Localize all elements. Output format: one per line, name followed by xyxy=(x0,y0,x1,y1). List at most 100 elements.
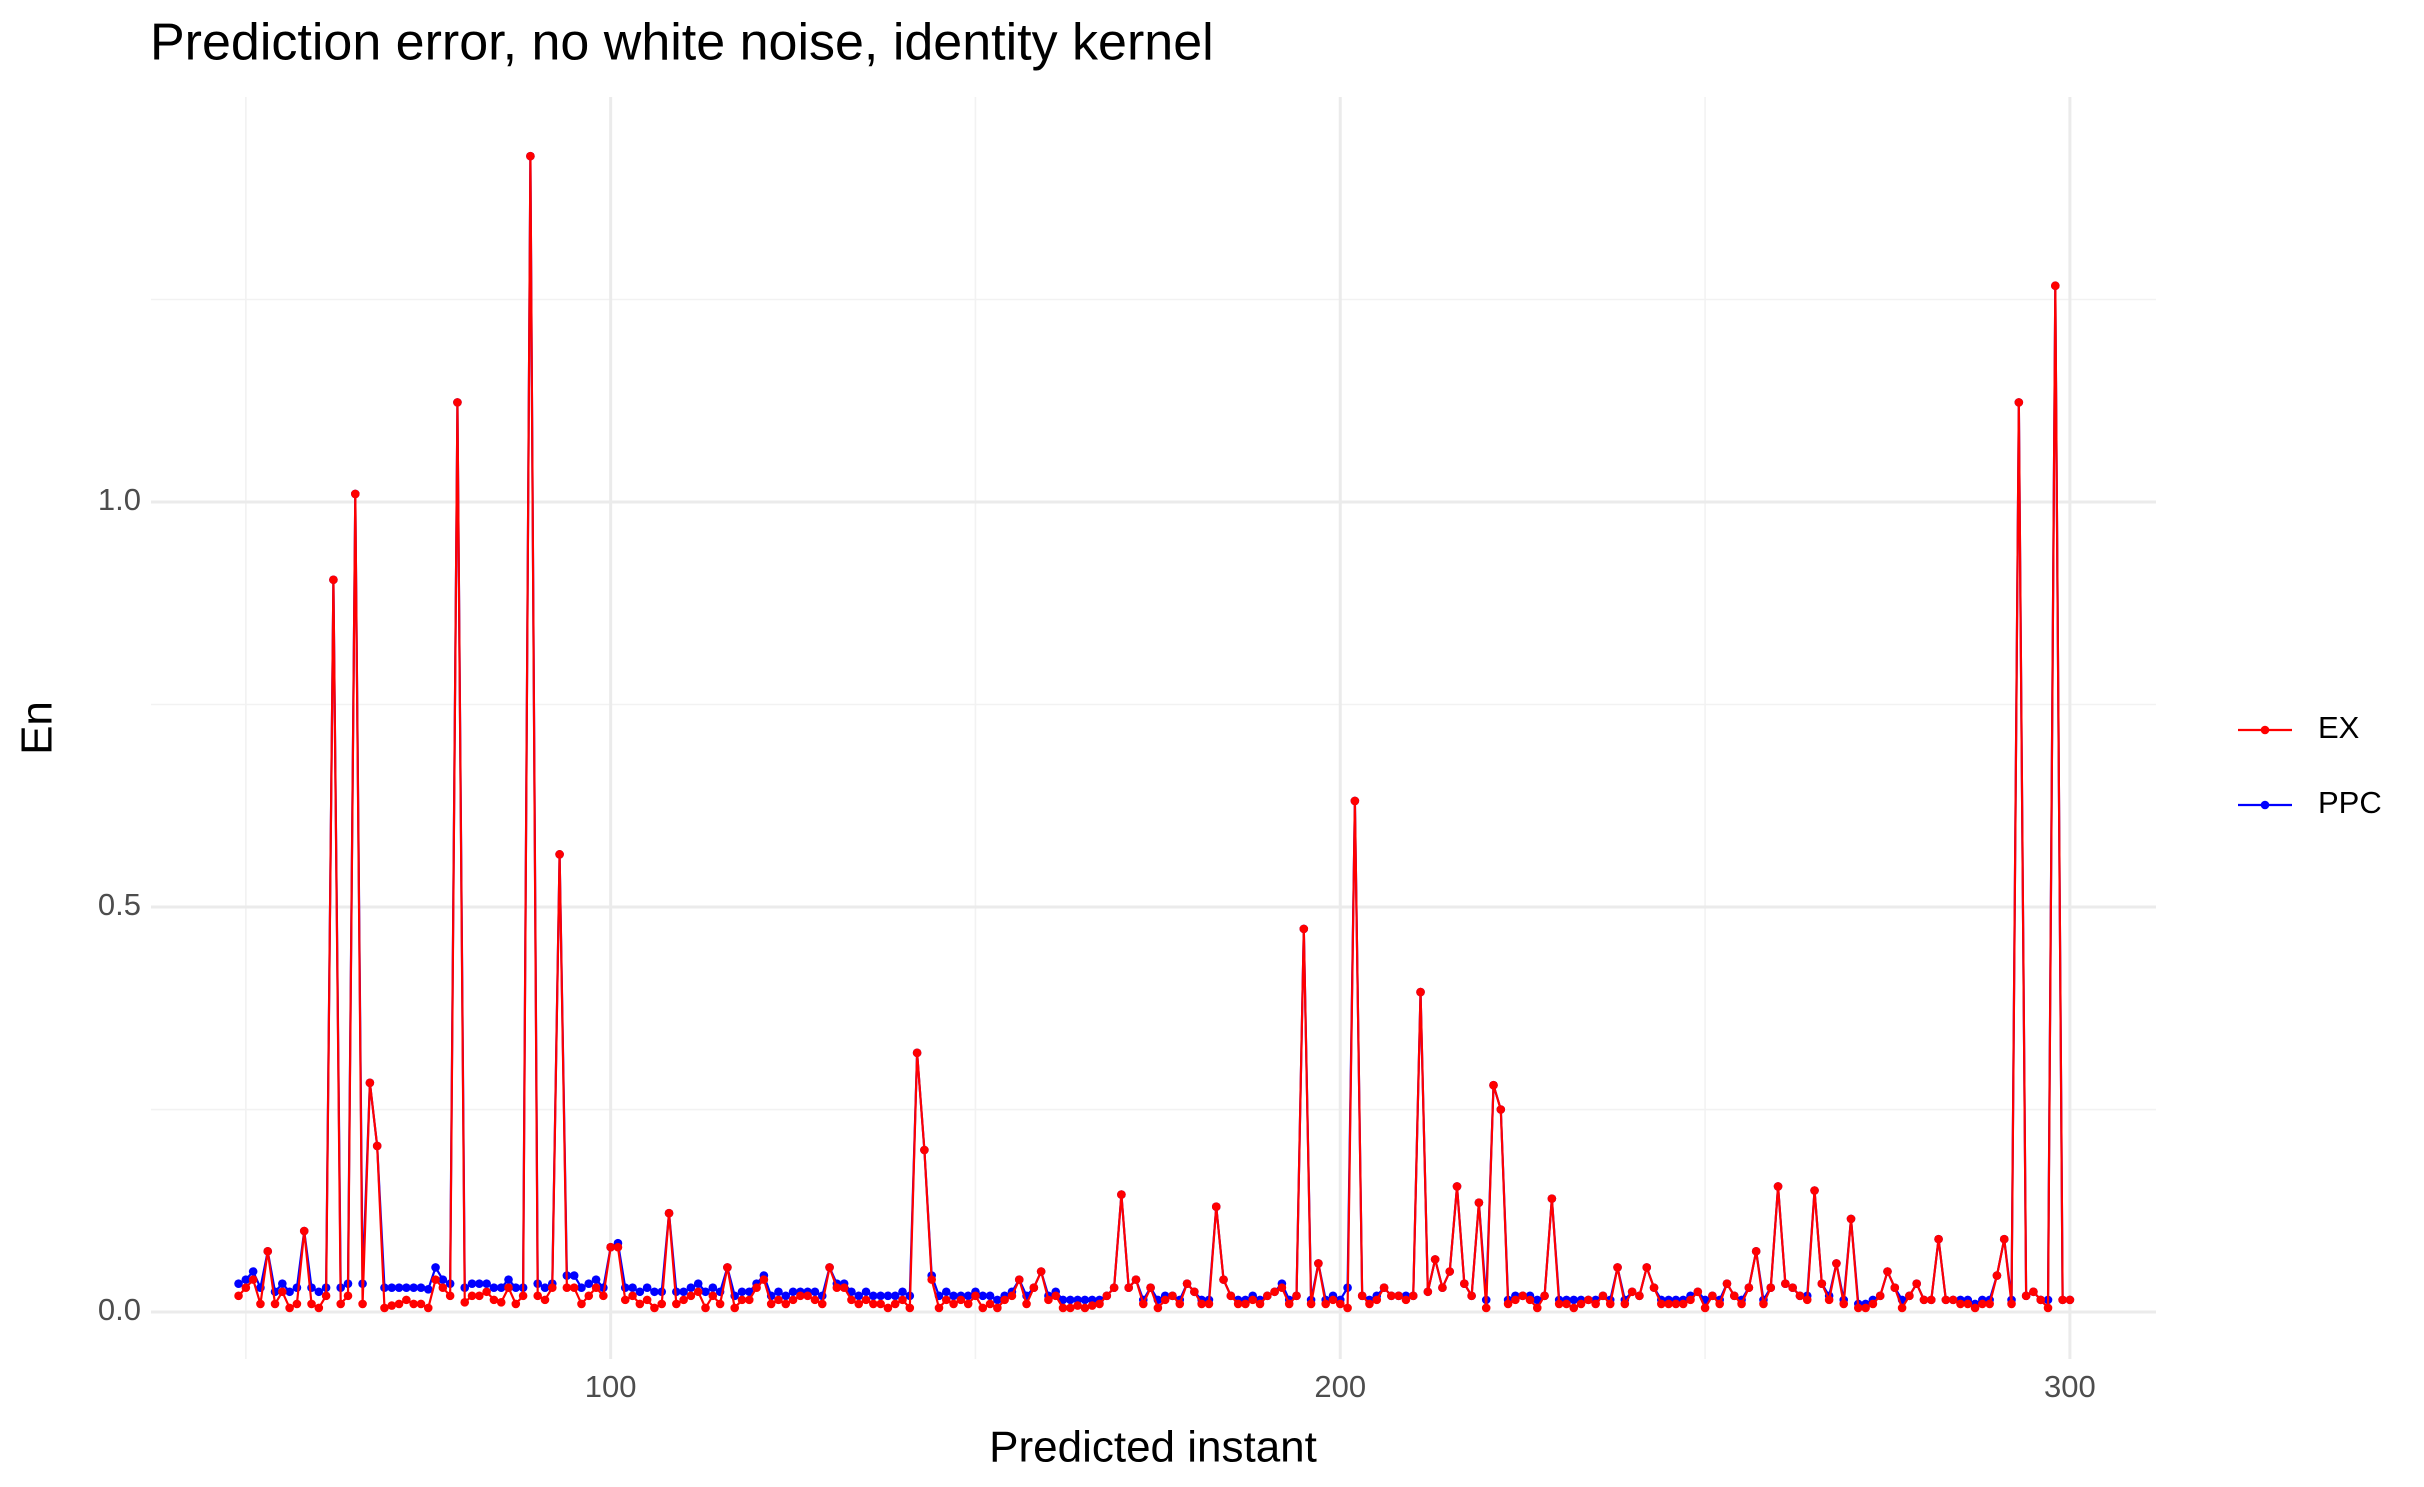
data-point xyxy=(1029,1283,1039,1293)
x-axis-title: Predicted instant xyxy=(989,1423,1317,1472)
data-point xyxy=(883,1291,893,1301)
data-point xyxy=(584,1279,594,1288)
data-point xyxy=(993,1295,1002,1305)
data-point xyxy=(847,1295,856,1305)
data-point xyxy=(555,850,564,859)
legend-label: EX xyxy=(2318,710,2360,745)
data-point xyxy=(679,1287,688,1297)
data-point xyxy=(679,1295,688,1305)
data-point xyxy=(1080,1295,1090,1305)
data-point xyxy=(511,1299,521,1309)
x-tick-label: 100 xyxy=(585,1369,637,1404)
data-point xyxy=(1992,1271,2002,1280)
data-point xyxy=(1138,1299,1148,1309)
data-point xyxy=(1722,1279,1732,1288)
data-point xyxy=(912,1048,922,1058)
data-point xyxy=(365,1078,375,1088)
data-point xyxy=(1569,1295,1579,1305)
data-point xyxy=(2021,1291,2031,1301)
data-point xyxy=(350,489,360,499)
data-point xyxy=(934,1303,944,1313)
data-point xyxy=(1445,1267,1455,1276)
data-point xyxy=(540,1283,550,1293)
data-point xyxy=(475,1291,484,1301)
data-point xyxy=(978,1291,988,1301)
data-point xyxy=(409,1283,418,1293)
data-point xyxy=(394,1283,404,1293)
data-point xyxy=(1474,1198,1484,1207)
data-point xyxy=(672,1299,681,1309)
data-point xyxy=(963,1299,973,1309)
data-point xyxy=(1248,1295,1258,1305)
data-point xyxy=(832,1283,842,1293)
data-point xyxy=(1022,1299,1031,1309)
data-point xyxy=(781,1299,791,1309)
data-point xyxy=(890,1299,900,1309)
data-point xyxy=(708,1291,718,1301)
data-point xyxy=(847,1287,856,1297)
data-point xyxy=(423,1285,433,1294)
data-point xyxy=(496,1283,506,1293)
data-point xyxy=(416,1299,426,1309)
data-point xyxy=(591,1275,601,1284)
data-point xyxy=(628,1291,637,1301)
data-point xyxy=(1430,1255,1440,1264)
data-point xyxy=(890,1291,900,1301)
data-point xyxy=(642,1295,652,1305)
data-point xyxy=(1233,1299,1243,1309)
data-point xyxy=(372,1141,382,1151)
data-point xyxy=(591,1283,601,1293)
data-point xyxy=(774,1295,783,1305)
data-point xyxy=(1540,1291,1549,1301)
data-point xyxy=(1226,1291,1236,1301)
data-point xyxy=(577,1299,586,1309)
data-point xyxy=(1788,1283,1797,1293)
data-point xyxy=(467,1279,477,1288)
data-point xyxy=(949,1291,958,1301)
data-point xyxy=(526,151,535,161)
data-point xyxy=(321,1291,331,1301)
data-point xyxy=(1941,1295,1951,1305)
data-point xyxy=(2043,1303,2053,1313)
data-point xyxy=(1948,1295,1958,1305)
data-point xyxy=(825,1263,834,1272)
data-point xyxy=(2058,1295,2067,1305)
data-point xyxy=(788,1295,798,1305)
data-point xyxy=(489,1283,499,1293)
data-point xyxy=(431,1275,440,1284)
data-point xyxy=(599,1291,608,1301)
data-point xyxy=(1978,1299,1987,1309)
data-point xyxy=(278,1287,287,1297)
data-point xyxy=(642,1283,652,1293)
data-point xyxy=(1066,1303,1075,1313)
grid: 0.0 0.5 1.0 100 200 300 xyxy=(98,97,2156,1404)
data-point xyxy=(380,1303,389,1313)
data-point xyxy=(1547,1194,1557,1203)
data-point xyxy=(278,1279,287,1288)
data-point xyxy=(1897,1303,1907,1313)
plot-area xyxy=(234,151,2075,1313)
data-point xyxy=(744,1295,754,1305)
data-point xyxy=(1883,1267,1892,1276)
data-point xyxy=(1737,1299,1746,1309)
data-point xyxy=(1963,1299,1973,1309)
data-point xyxy=(941,1295,951,1305)
data-point xyxy=(1438,1283,1447,1293)
data-point xyxy=(248,1275,258,1284)
data-point xyxy=(985,1291,995,1301)
data-point xyxy=(2036,1295,2046,1305)
data-point xyxy=(1525,1295,1535,1305)
series-line xyxy=(238,155,2070,1306)
data-point xyxy=(1394,1291,1403,1301)
data-point xyxy=(1467,1291,1476,1301)
data-point xyxy=(394,1299,404,1309)
data-point xyxy=(402,1295,411,1305)
data-point xyxy=(234,1291,243,1301)
data-point xyxy=(1970,1303,1980,1313)
data-point xyxy=(482,1279,491,1288)
data-point xyxy=(1657,1299,1666,1309)
data-point xyxy=(1204,1299,1214,1309)
data-point xyxy=(2007,1299,2016,1309)
data-point xyxy=(2029,1287,2038,1297)
